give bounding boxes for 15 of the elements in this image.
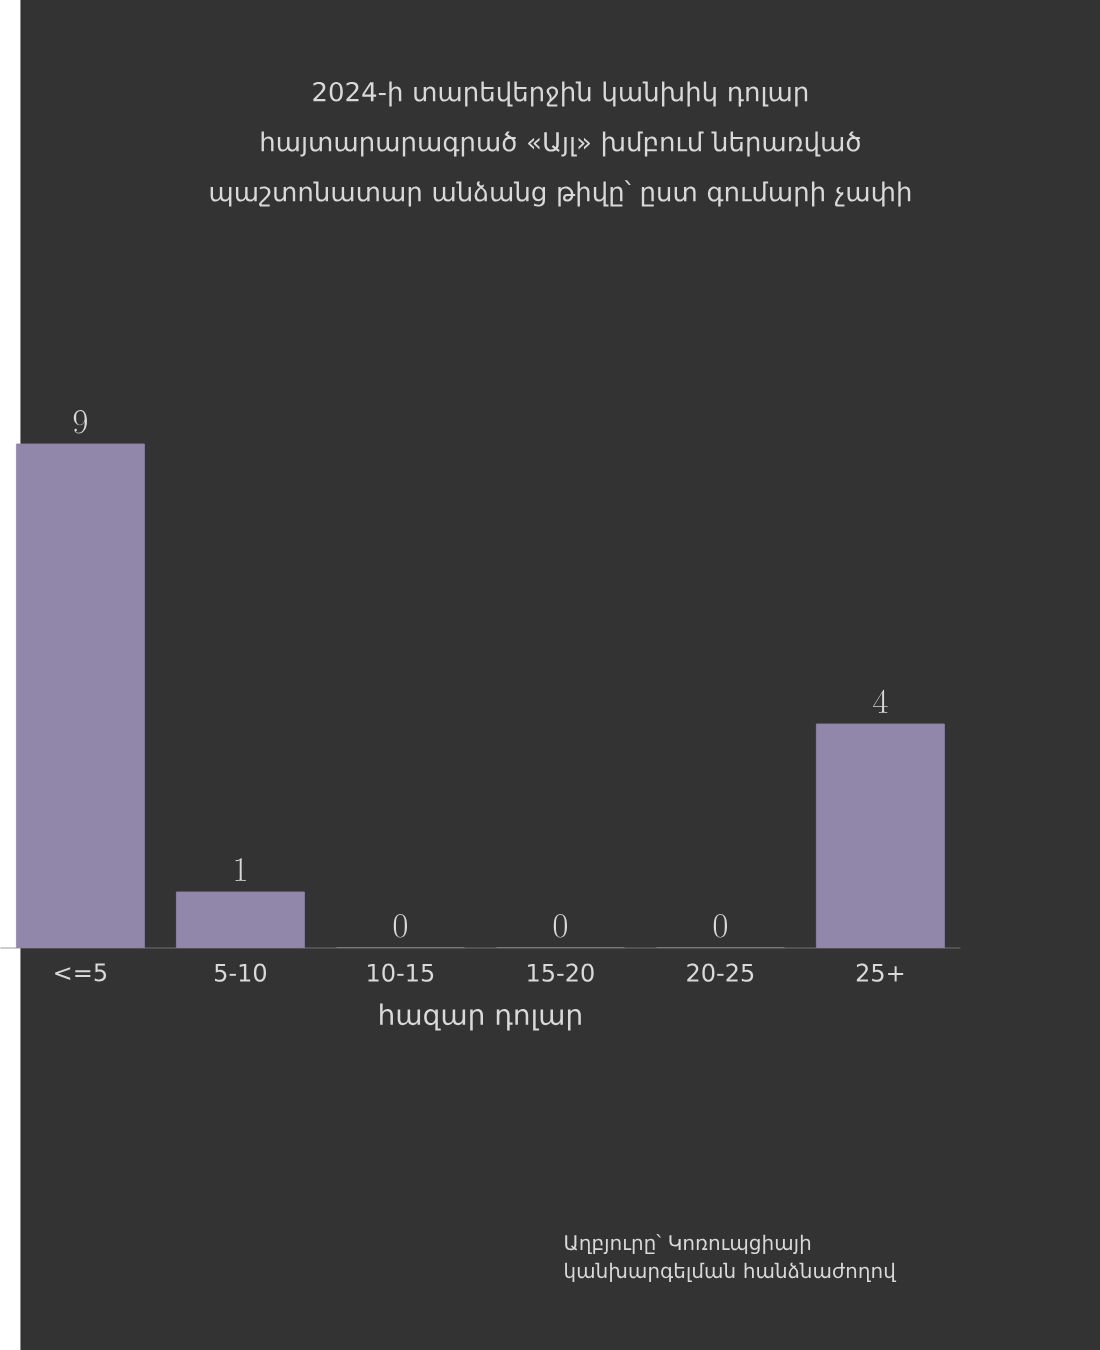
data-label: 4: [872, 689, 888, 713]
text: Աղբյուրը՝ Կոռուպցիայի կանխարգելման հանձնաժողով: [564, 1233, 896, 1283]
data-label: 1: [235, 858, 246, 881]
x-tick-label: <=5: [55, 963, 106, 982]
x-tick-label: 5-10: [214, 963, 266, 982]
x-axis-title: հազար դոլար: [379, 1003, 581, 1031]
data-label: 0: [713, 914, 727, 938]
data-label: 0: [393, 914, 407, 938]
data-label: 0: [553, 914, 567, 938]
x-tick-label: 25+: [856, 963, 903, 982]
x-tick-label: 15-20: [527, 963, 594, 982]
data-label: 9: [73, 410, 87, 434]
x-tick-label: 20-25: [687, 963, 753, 982]
chart-title: 2024-ի տարեվերջին կանխիկ դոլար հայտարարագրած «Այլ» խմբում ներառված պաշտոնատար անձանց թիվը՝ ըստ գումարի չափի: [210, 81, 911, 207]
x-tick-label: 10-15: [367, 963, 433, 982]
